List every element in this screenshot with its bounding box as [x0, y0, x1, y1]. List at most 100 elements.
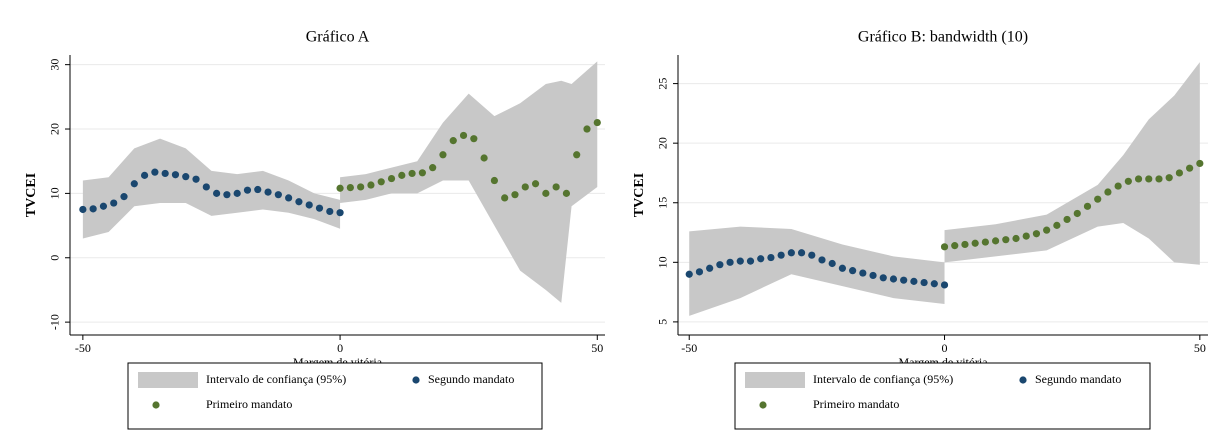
data-point: [439, 151, 447, 159]
data-point: [1165, 174, 1173, 182]
data-point: [920, 278, 928, 287]
data-point: [130, 180, 138, 188]
data-point: [161, 169, 169, 178]
data-point: [182, 173, 190, 181]
data-point: [1186, 164, 1194, 172]
data-point: [1012, 234, 1020, 243]
data-point: [1063, 215, 1071, 224]
legend-label: Intervalo de confiança (95%): [206, 372, 346, 386]
data-point: [818, 256, 826, 264]
y-tick-label: 10: [48, 187, 62, 199]
data-point: [377, 178, 385, 186]
data-point: [151, 168, 159, 176]
data-point: [254, 185, 262, 194]
y-tick-label: 30: [48, 59, 62, 71]
data-point: [336, 209, 344, 217]
data-point: [695, 268, 704, 276]
data-point: [542, 189, 550, 197]
y-tick-label: 10: [656, 256, 670, 268]
data-point: [706, 264, 714, 272]
data-point: [889, 275, 898, 283]
data-point: [171, 171, 180, 179]
legend-label: Segundo mandato: [428, 372, 514, 386]
data-point: [787, 249, 795, 257]
data-point: [531, 180, 540, 188]
data-point: [1043, 226, 1051, 234]
data-point: [593, 118, 601, 127]
data-point: [838, 264, 847, 272]
data-point: [736, 257, 744, 265]
legend-marker: [412, 376, 420, 384]
chart-title: Gráfico A: [306, 29, 370, 46]
data-point: [940, 281, 949, 289]
data-point: [285, 194, 293, 202]
data-point: [336, 184, 344, 192]
data-point: [99, 202, 108, 210]
legend-label: Primeiro mandato: [813, 397, 899, 411]
data-point: [910, 277, 918, 285]
data-point: [1083, 202, 1092, 210]
x-tick-label: 0: [942, 341, 948, 355]
data-point: [1134, 175, 1143, 183]
data-point: [961, 240, 969, 249]
data-point: [470, 135, 478, 143]
data-point: [490, 176, 498, 185]
data-point: [951, 242, 959, 250]
y-axis-label: TVCEI: [632, 173, 647, 217]
data-point: [511, 191, 519, 199]
data-point: [573, 151, 581, 159]
data-point: [583, 125, 591, 133]
data-point: [501, 194, 509, 202]
data-point: [89, 205, 97, 213]
data-point: [869, 271, 877, 280]
data-point: [767, 253, 775, 262]
data-point: [274, 191, 282, 199]
data-point: [1053, 221, 1061, 229]
data-point: [1196, 159, 1204, 168]
data-point: [562, 189, 571, 197]
data-point: [408, 169, 416, 178]
data-point: [981, 238, 989, 246]
data-point: [1002, 236, 1010, 244]
data-point: [459, 131, 468, 140]
data-point: [346, 183, 354, 192]
data-point: [859, 269, 867, 277]
data-point: [1114, 182, 1122, 190]
data-point: [449, 137, 457, 145]
data-point: [1104, 188, 1112, 196]
confidence-band: [340, 61, 598, 303]
data-point: [1155, 175, 1163, 183]
data-point: [315, 204, 324, 212]
legend-marker: [759, 401, 767, 409]
data-point: [79, 205, 87, 214]
legend-label: Primeiro mandato: [206, 397, 292, 411]
data-point: [213, 189, 221, 197]
data-point: [295, 198, 303, 206]
x-tick-label: 50: [591, 341, 603, 355]
data-point: [398, 171, 406, 179]
data-point: [192, 175, 200, 183]
data-point: [429, 164, 437, 172]
data-point: [757, 255, 765, 263]
data-point: [900, 276, 908, 284]
data-point: [797, 249, 806, 257]
data-point: [930, 280, 938, 288]
legend-label: Intervalo de confiança (95%): [813, 372, 953, 386]
y-tick-label: 5: [656, 319, 670, 325]
data-point: [202, 183, 210, 191]
y-tick-label: 0: [48, 255, 62, 261]
chart-title: Gráfico B: bandwidth (10): [858, 29, 1028, 46]
data-point: [140, 171, 149, 179]
data-point: [849, 267, 857, 275]
x-tick-label: 50: [1194, 341, 1206, 355]
data-point: [223, 191, 231, 199]
x-tick-label: 0: [337, 341, 343, 355]
y-tick-label: 20: [48, 123, 62, 135]
legend-label: Segundo mandato: [1035, 372, 1121, 386]
data-point: [808, 251, 816, 259]
data-point: [1124, 177, 1132, 185]
confidence-band: [944, 62, 1200, 265]
data-point: [828, 259, 836, 268]
